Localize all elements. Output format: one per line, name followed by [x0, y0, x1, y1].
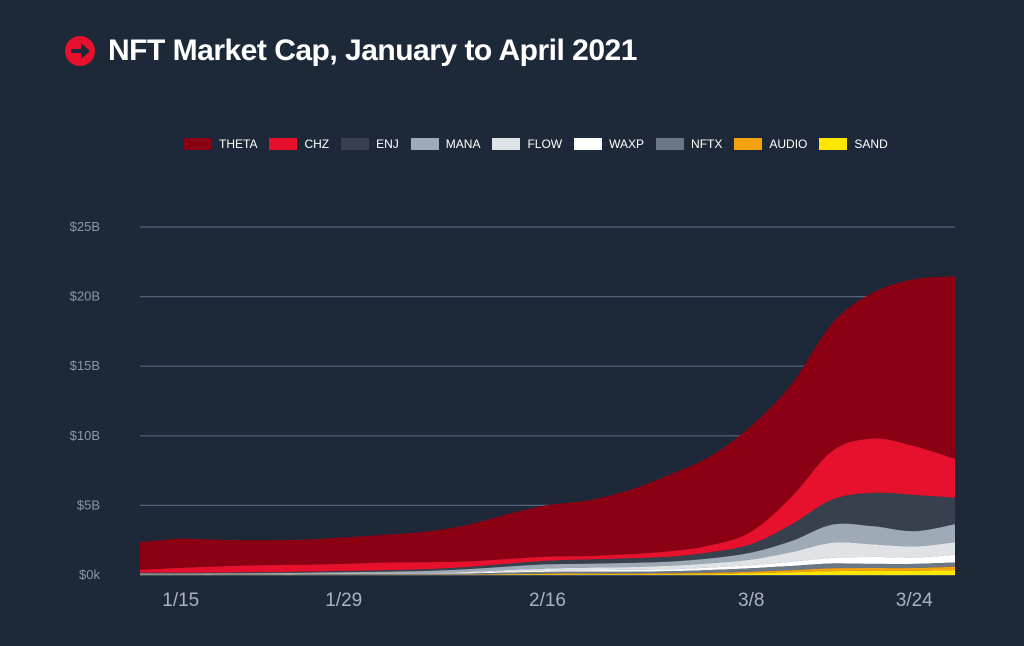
area-sand — [140, 570, 955, 575]
area-theta — [140, 276, 955, 570]
legend-label: ENJ — [376, 137, 399, 151]
area-mana — [140, 523, 955, 575]
legend-swatch — [410, 138, 439, 150]
area-audio — [140, 566, 955, 575]
legend-label: NFTX — [691, 137, 723, 151]
legend-item-audio: AUDIO — [734, 137, 807, 151]
chart-title: NFT Market Cap, January to April 2021 — [108, 34, 637, 67]
legend-label: CHZ — [304, 137, 330, 151]
y-axis-ticks: $0k $5B $10B $15B $20B $25B — [70, 219, 101, 582]
y-tick-label: $0k — [79, 567, 100, 582]
area-series — [140, 276, 955, 575]
legend-label: AUDIO — [769, 137, 808, 151]
legend-label: THETA — [219, 137, 258, 151]
area-waxp — [140, 554, 955, 575]
legend-swatch — [492, 138, 521, 150]
legend-item-theta: THETA — [184, 137, 257, 151]
y-tick-label: $20B — [70, 289, 100, 304]
area-nftx — [140, 562, 955, 575]
legend-item-sand: SAND — [819, 137, 888, 151]
legend-item-flow: FLOW — [492, 137, 562, 151]
x-tick-label: 3/8 — [738, 590, 764, 611]
arrow-right-circle-icon — [65, 36, 95, 66]
x-tick-label: 3/24 — [896, 590, 933, 611]
y-tick-label: $5B — [77, 497, 100, 512]
x-tick-label: 2/16 — [529, 590, 566, 611]
legend-item-waxp: WAXP — [574, 137, 644, 151]
legend-label: SAND — [854, 137, 888, 151]
legend-swatch — [819, 138, 848, 150]
legend-swatch — [269, 138, 298, 150]
legend-label: FLOW — [527, 137, 563, 151]
y-tick-label: $10B — [70, 428, 100, 443]
x-tick-label: 1/15 — [162, 590, 199, 611]
title-row: NFT Market Cap, January to April 2021 — [64, 34, 637, 68]
x-axis-ticks: 1/15 1/29 2/16 3/8 3/24 — [162, 590, 933, 611]
y-tick-label: $25B — [70, 219, 100, 234]
legend-swatch — [184, 138, 212, 150]
legend-item-mana: MANA — [410, 137, 481, 151]
x-tick-label: 1/29 — [325, 590, 362, 611]
y-tick-label: $15B — [70, 358, 100, 373]
legend-label: MANA — [445, 137, 481, 151]
legend-swatch — [656, 138, 685, 150]
legend-item-enj: ENJ — [341, 137, 399, 151]
legend-swatch — [734, 138, 763, 150]
legend-swatch — [574, 138, 603, 150]
area-chz — [140, 438, 955, 573]
chart-legend: THETA CHZ ENJ MANA FLOW WAXP NFTX AUDIO SAND — [184, 137, 900, 151]
legend-swatch — [341, 138, 370, 150]
legend-item-nftx: NFTX — [656, 137, 722, 151]
area-flow — [140, 542, 955, 575]
legend-label: WAXP — [609, 137, 645, 151]
legend-item-chz: CHZ — [269, 137, 329, 151]
area-enj — [140, 492, 955, 574]
